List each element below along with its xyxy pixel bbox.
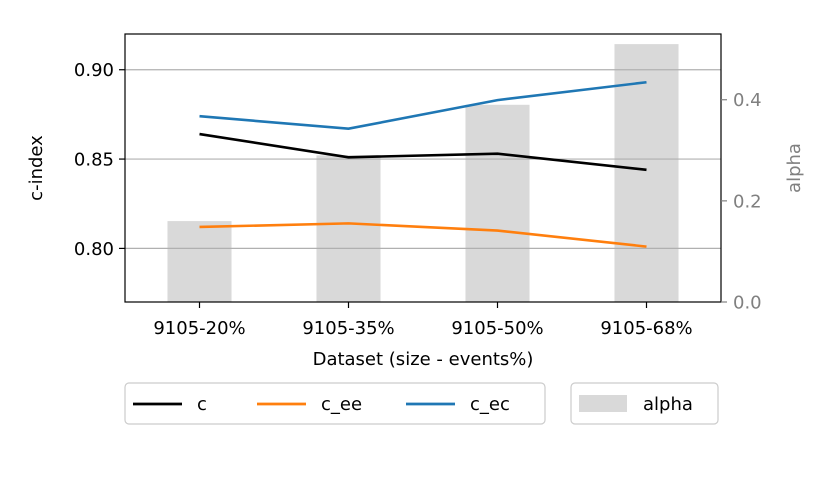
x-axis-label: Dataset (size - events%) (313, 349, 534, 370)
legend-bars: alpha (570, 382, 719, 425)
y-axis-label-right: alpha (784, 143, 805, 193)
legend-label-c-ec: c_ec (470, 394, 510, 415)
y-left-tick-label-2: 0.85 (74, 150, 114, 171)
x-tick-label-3: 9105-50% (451, 318, 543, 339)
axis-ticks: 0.80 0.85 0.90 0.0 0.2 0.4 9105-20% 9105-35% 910… (74, 60, 762, 339)
legend-label-c-ee: c_ee (321, 394, 362, 415)
y-right-tick-label-1: 0.0 (733, 293, 762, 314)
legend-label-c: c (197, 394, 207, 415)
series-line-c-ee (199, 222, 647, 248)
alpha-bar-4 (614, 44, 679, 302)
x-tick-label-1: 9105-20% (153, 318, 245, 339)
legend-swatch-alpha (579, 395, 627, 412)
alpha-bar-3 (465, 104, 530, 302)
grid-lines (125, 69, 721, 249)
alpha-bar-2 (316, 155, 381, 302)
legend-lines: c c_ee c_ec (124, 382, 546, 425)
legend-lines-box (124, 382, 546, 425)
series-lines (199, 80, 647, 248)
x-tick-label-2: 9105-35% (302, 318, 394, 339)
plot-frame (124, 33, 722, 303)
alpha-bars (167, 44, 679, 302)
y-left-tick-label-3: 0.90 (74, 60, 114, 81)
alpha-bar-1 (167, 221, 232, 302)
series-line-c (199, 132, 647, 172)
y-axis-label-left: c-index (26, 135, 47, 201)
x-tick-label-4: 9105-68% (600, 318, 692, 339)
legend-label-alpha: alpha (643, 394, 693, 415)
legend-bars-box (570, 382, 719, 425)
y-right-tick-label-2: 0.2 (733, 191, 762, 212)
y-right-tick-label-3: 0.4 (733, 90, 762, 111)
y-left-tick-label-1: 0.80 (74, 239, 114, 260)
series-line-c-ec (199, 80, 647, 131)
